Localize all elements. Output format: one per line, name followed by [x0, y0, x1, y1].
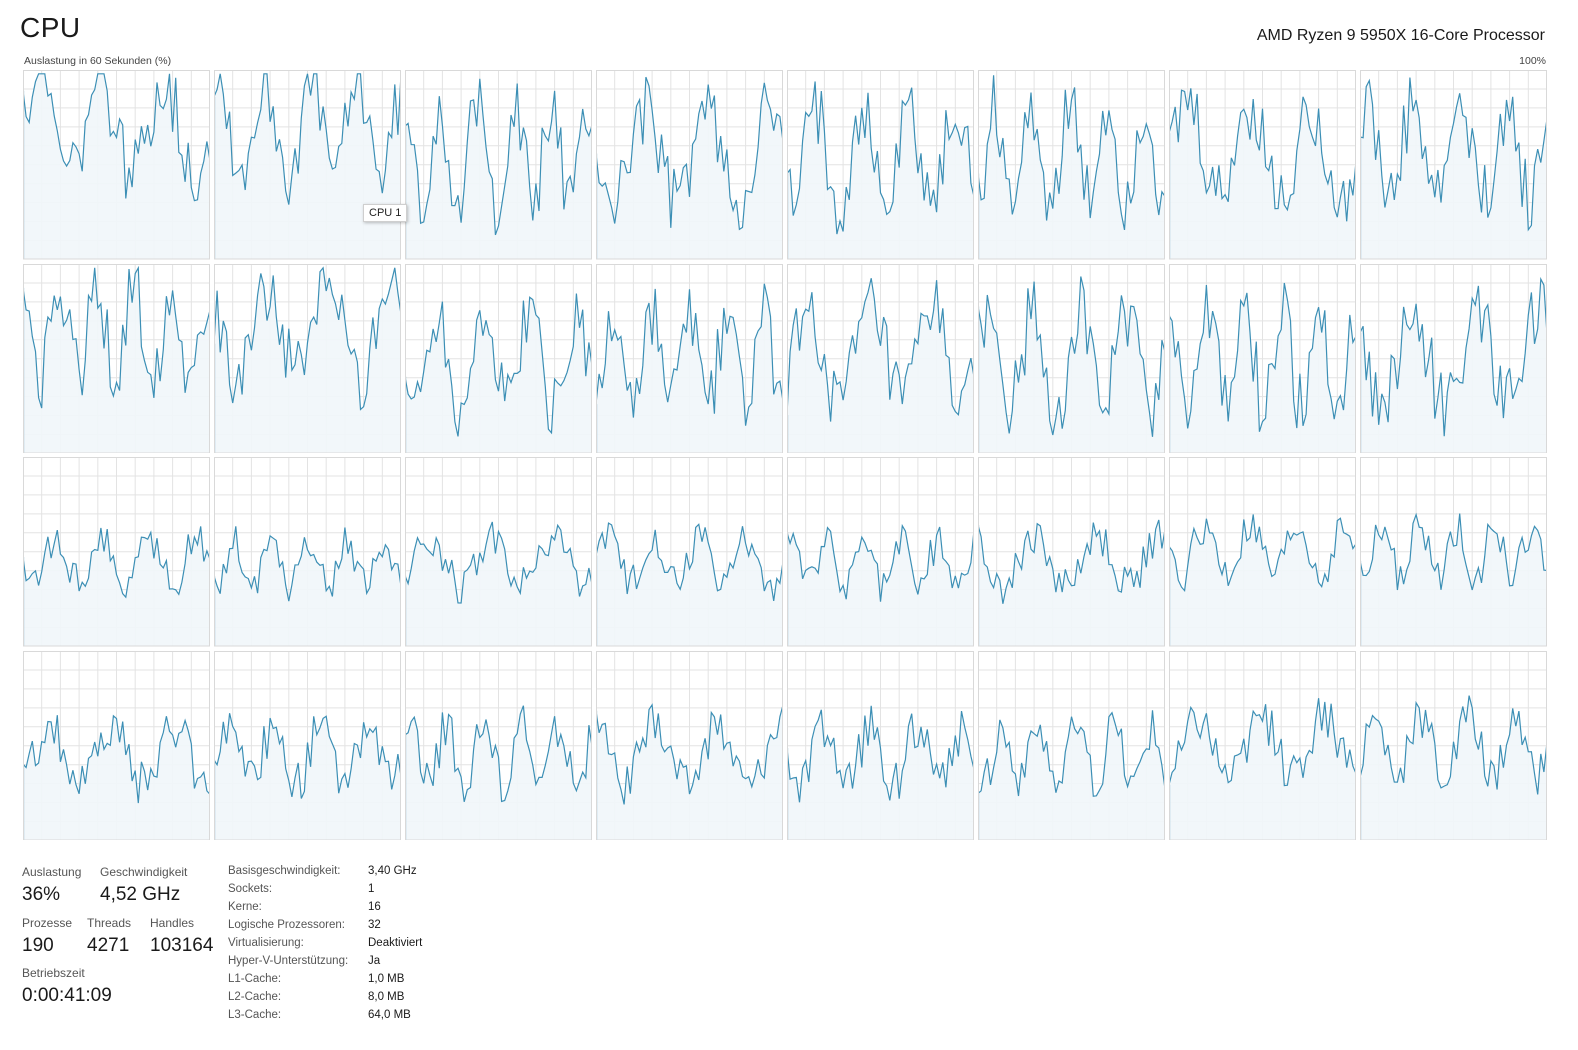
detail-label: Logische Prozessoren: — [228, 919, 345, 931]
cpu-graph-6[interactable] — [1169, 70, 1356, 260]
detail-label: L3-Cache: — [228, 1009, 282, 1021]
handles-label: Handles — [150, 916, 195, 930]
cpu-graph-9[interactable] — [214, 263, 401, 453]
detail-value: 32 — [368, 919, 381, 931]
cpu-graph-11[interactable] — [596, 263, 783, 453]
cpu-graph-17[interactable] — [214, 457, 401, 647]
utilization-value: 36% — [22, 884, 61, 905]
cpu-graph-8[interactable] — [23, 263, 210, 453]
graph-max-label: 100% — [1519, 55, 1546, 67]
detail-value: 8,0 MB — [368, 991, 405, 1003]
cpu-model-name: AMD Ryzen 9 5950X 16-Core Processor — [1256, 27, 1545, 44]
detail-value: 3,40 GHz — [368, 865, 417, 877]
uptime-label: Betriebszeit — [22, 966, 85, 980]
cpu-graph-24[interactable] — [23, 650, 210, 840]
utilization-label: Auslastung — [22, 865, 82, 879]
cpu-graph-26[interactable] — [405, 650, 592, 840]
cpu-graph-3[interactable] — [596, 70, 783, 260]
processes-value: 190 — [22, 935, 54, 956]
detail-label: L2-Cache: — [228, 991, 282, 1003]
cpu-graph-29[interactable] — [978, 650, 1165, 840]
cpu-graph-16[interactable] — [23, 457, 210, 647]
cpu-graph-28[interactable] — [787, 650, 974, 840]
detail-label: Virtualisierung: — [228, 937, 304, 949]
detail-label: Kerne: — [228, 901, 262, 913]
cpu-tooltip: CPU 1 — [363, 204, 408, 222]
detail-value: 1 — [368, 883, 375, 895]
cpu-graph-13[interactable] — [978, 263, 1165, 453]
detail-label: Basisgeschwindigkeit: — [228, 865, 341, 877]
uptime-value: 0:00:41:09 — [22, 985, 112, 1006]
detail-value: 64,0 MB — [368, 1009, 411, 1021]
detail-value: 1,0 MB — [368, 973, 405, 985]
handles-value: 103164 — [150, 935, 214, 956]
threads-label: Threads — [87, 916, 132, 930]
threads-value: 4271 — [87, 935, 130, 956]
graph-caption: Auslastung in 60 Sekunden (%) — [24, 55, 172, 67]
speed-label: Geschwindigkeit — [100, 865, 188, 879]
cpu-graph-27[interactable] — [596, 650, 783, 840]
cpu-graph-1[interactable] — [214, 70, 401, 260]
cpu-graph-22[interactable] — [1169, 457, 1356, 647]
cpu-graph-19[interactable] — [596, 457, 783, 647]
cpu-graph-10[interactable] — [405, 263, 592, 453]
detail-value: Deaktiviert — [368, 937, 423, 949]
processes-label: Prozesse — [22, 916, 73, 930]
cpu-graph-15[interactable] — [1360, 263, 1547, 453]
cpu-graph-20[interactable] — [787, 457, 974, 647]
cpu-graph-4[interactable] — [787, 70, 974, 260]
detail-label: Sockets: — [228, 883, 273, 895]
detail-label: L1-Cache: — [228, 973, 282, 985]
cpu-graph-25[interactable] — [214, 650, 401, 840]
cpu-graph-23[interactable] — [1360, 457, 1547, 647]
cpu-graph-5[interactable] — [978, 70, 1165, 260]
cpu-graph-31[interactable] — [1360, 650, 1547, 840]
cpu-graph-7[interactable] — [1360, 70, 1547, 260]
cpu-graph-18[interactable] — [405, 457, 592, 647]
cpu-graph-14[interactable] — [1169, 263, 1356, 453]
page-title: CPU — [20, 12, 81, 43]
logical-processor-graphs[interactable] — [23, 70, 1547, 840]
cpu-graph-21[interactable] — [978, 457, 1165, 647]
detail-value: 16 — [368, 901, 381, 913]
cpu-graph-2[interactable] — [405, 70, 592, 260]
detail-value: Ja — [368, 955, 381, 967]
cpu-graph-0[interactable] — [23, 70, 210, 260]
cpu-graph-12[interactable] — [787, 263, 974, 453]
detail-label: Hyper-V-Unterstützung: — [228, 955, 349, 967]
cpu-graph-30[interactable] — [1169, 650, 1356, 840]
speed-value: 4,52 GHz — [100, 884, 181, 905]
